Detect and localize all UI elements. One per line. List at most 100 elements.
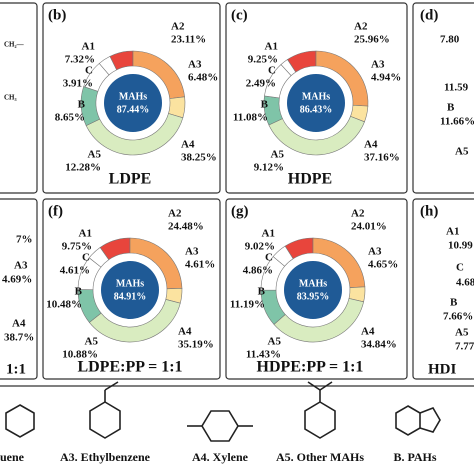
segment-value-label: 4.94%: [371, 72, 401, 84]
segment-value-label: 9.75%: [62, 241, 92, 253]
clipped-text: CH₃: [4, 94, 17, 102]
segment-label: A1: [265, 41, 278, 53]
clipped-text: CH₂—: [4, 41, 25, 49]
segment-label: B: [75, 286, 83, 298]
structure-label: A5. Other MAHs: [276, 450, 364, 464]
segment-value-label: 4.86%: [243, 265, 273, 277]
segment-value-label: 11.19%: [230, 299, 265, 311]
clipped-text: C: [456, 262, 464, 274]
chart-title: LDPE: [109, 171, 152, 188]
donut-segment: [88, 247, 110, 268]
clipped-text: 1:1: [6, 361, 26, 377]
segment-label: A4: [361, 326, 375, 338]
donut-segment: [98, 56, 117, 76]
segment-value-label: 10.48%: [46, 299, 82, 311]
segment-value-label: 23.11%: [171, 34, 206, 46]
segment-label: C: [268, 65, 276, 77]
segment-value-label: 8.65%: [55, 112, 85, 124]
center-value-label: 86.43%: [300, 104, 333, 115]
segment-value-label: 4.61%: [60, 265, 90, 277]
segment-label: A5: [85, 336, 99, 348]
segment-label: A1: [79, 228, 92, 240]
segment-value-label: 7.32%: [65, 54, 95, 66]
panel-label: (f): [48, 203, 63, 219]
segment-label: B: [258, 286, 266, 298]
panel-frame: [225, 2, 408, 194]
center-disc: [287, 74, 345, 132]
chart-title: LDPE:PP = 1:1: [77, 359, 182, 376]
clipped-text: 7.80: [440, 34, 460, 46]
panel-frame: [0, 385, 474, 387]
segment-label: B: [78, 99, 86, 111]
segment-label: A1: [262, 228, 275, 240]
segment-label: A4: [364, 139, 378, 151]
segment-label: A2: [171, 21, 185, 33]
panel-frame: [412, 2, 474, 194]
segment-value-label: 9.25%: [248, 54, 278, 66]
segment-label: C: [85, 65, 93, 77]
clipped-text: 7.66%: [443, 311, 473, 323]
segment-value-label: 2.49%: [246, 78, 276, 90]
panel-frame: [0, 198, 38, 380]
panel-frame: [412, 198, 474, 380]
panel-label: (c): [231, 7, 248, 23]
structure-label: A4. Xylene: [192, 450, 249, 464]
clipped-text: B: [450, 297, 458, 309]
clipped-text: 4.68: [456, 277, 474, 289]
segment-label: B: [261, 99, 269, 111]
clipped-text: A3: [14, 260, 28, 272]
segment-label: A2: [351, 208, 365, 220]
center-disc: [101, 261, 159, 319]
donut-segment: [272, 245, 294, 267]
clipped-text: 38.7%: [4, 332, 34, 344]
center-label: MAHs: [299, 278, 327, 289]
structure-label: B. PAHs: [393, 450, 436, 464]
segment-label: A2: [354, 21, 368, 33]
segment-value-label: 6.48%: [188, 72, 218, 84]
clipped-text: A4: [12, 318, 26, 330]
segment-label: A5: [271, 149, 285, 161]
structure-label: A3. Ethylbenzene: [60, 450, 151, 464]
segment-value-label: 12.28%: [65, 162, 101, 174]
clipped-text: (h): [420, 203, 438, 219]
clipped-text: 7%: [16, 234, 33, 246]
segment-label: A3: [371, 59, 385, 71]
segment-value-label: 11.08%: [233, 112, 268, 124]
center-label: MAHs: [119, 91, 147, 102]
clipped-text: 11.59: [444, 82, 469, 94]
segment-label: A3: [188, 59, 202, 71]
segment-label: A3: [368, 246, 382, 258]
center-value-label: 83.95%: [297, 291, 330, 302]
clipped-text: B: [447, 102, 455, 114]
segment-label: A1: [82, 41, 95, 53]
panel-frame: [0, 2, 38, 194]
segment-label: A4: [178, 326, 192, 338]
segment-value-label: 35.19%: [178, 339, 214, 351]
panel-label: (g): [231, 203, 249, 219]
segment-value-label: 38.25%: [181, 152, 217, 164]
center-label: MAHs: [116, 278, 144, 289]
segment-value-label: 4.61%: [185, 259, 215, 271]
segment-value-label: 4.65%: [368, 259, 398, 271]
segment-value-label: 11.43%: [246, 349, 281, 361]
clipped-text: A5: [455, 146, 469, 158]
segment-value-label: 25.96%: [354, 34, 390, 46]
panel-frame: [225, 198, 408, 380]
center-label: MAHs: [302, 91, 330, 102]
donut-segment: [280, 59, 297, 77]
clipped-text: A1: [446, 226, 459, 238]
segment-value-label: 9.02%: [245, 241, 275, 253]
clipped-text: A5: [455, 327, 469, 339]
segment-label: A4: [181, 139, 195, 151]
clipped-text: HDI: [428, 361, 457, 377]
panel-frame: [42, 2, 221, 194]
panel-frame: [42, 198, 221, 380]
center-value-label: 87.44%: [117, 104, 150, 115]
segment-label: A5: [88, 149, 102, 161]
chart-title: HDPE: [288, 171, 332, 188]
molecules: [5, 381, 441, 442]
segment-value-label: 24.01%: [351, 221, 387, 233]
panel-label: (b): [48, 7, 66, 23]
segment-value-label: 24.48%: [168, 221, 204, 233]
